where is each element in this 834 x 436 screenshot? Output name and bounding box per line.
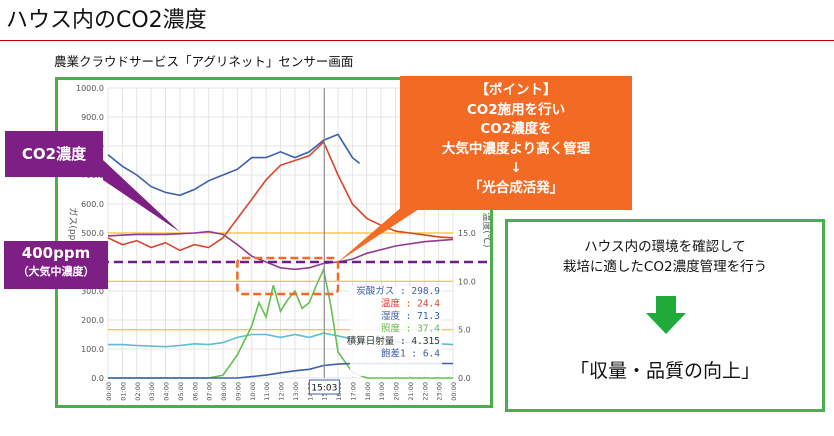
readout-entry: 飽差1 : 6.4	[381, 348, 440, 360]
left-tick-label: 200.0	[81, 316, 104, 325]
x-tick-label: 01:00	[119, 382, 127, 401]
point-line: 大気中濃度より高く管理	[441, 140, 591, 157]
series-line	[108, 266, 453, 379]
info-box: ハウス内の環境を確認して 栽培に適したCO2濃度管理を行う 「収量・品質の向上」	[505, 219, 825, 412]
point-line: 「光合成活発」	[468, 179, 564, 196]
x-tick-label: 09:00	[234, 382, 242, 401]
x-tick-label: 10:00	[249, 382, 257, 401]
x-tick-label: 22:00	[421, 382, 429, 401]
left-axis-label: ガス(ppm)	[67, 207, 78, 252]
right-tick-label: 15.0	[458, 229, 476, 238]
readout-entry: 炭酸ガス : 298.9	[356, 285, 440, 297]
right-axis-label: 温度(℃)	[481, 212, 490, 247]
highlight-box	[236, 256, 340, 296]
x-tick-label: 03:00	[148, 382, 156, 401]
left-tick-label: 1000.0	[76, 84, 104, 93]
x-tick-label: 08:00	[220, 382, 228, 401]
left-tick-label: 100.0	[81, 345, 104, 354]
point-line: CO2濃度を	[480, 121, 552, 138]
readout-entry: 照度 : 37.4	[381, 323, 440, 335]
x-tick-label: 06:00	[191, 382, 199, 401]
ppm-note: （大気中濃度）	[17, 265, 95, 278]
left-tick-label: 900.0	[81, 113, 104, 122]
x-tick-label: 02:00	[134, 382, 142, 401]
cursor-time-box	[308, 379, 340, 395]
x-tick-label: 19:00	[378, 382, 386, 401]
x-tick-label: 05:00	[177, 382, 185, 401]
x-tick-label: 21:00	[407, 382, 415, 401]
down-arrow-icon	[646, 296, 686, 334]
page-subtitle: 農業クラウドサービス「アグリネット」センサー画面	[54, 54, 354, 69]
page-title: ハウス内のCO2濃度	[6, 8, 207, 33]
point-callout: 【ポイント】 CO2施用を行い CO2濃度を 大気中濃度より高く管理 ↓ 「光合…	[400, 76, 632, 210]
result-text: 「収量・品質の向上」	[569, 360, 760, 382]
left-tick-label: 0.0	[91, 374, 104, 383]
ppm-value: 400ppm	[21, 244, 91, 262]
atmospheric-ppm-callout: 400ppm （大気中濃度）	[4, 241, 108, 289]
readout-entry: 湿度 : 71.3	[381, 310, 440, 322]
point-line: CO2施用を行い	[466, 101, 566, 118]
readout-entry: 積算日射量 : 4.315	[347, 335, 440, 347]
left-tick-label: 300.0	[81, 287, 104, 296]
x-tick-label: 11:00	[263, 382, 271, 401]
left-tick-label: 600.0	[81, 200, 104, 209]
co2-concentration-label: CO2濃度	[5, 131, 103, 177]
x-tick-label: 23:00	[436, 382, 444, 401]
cursor-time-label: 15:03	[311, 384, 337, 394]
x-tick-label: 12:00	[278, 382, 286, 401]
x-tick-label: 07:00	[206, 382, 214, 401]
sensor-chart: 0.0100.0200.0300.0400.0500.0600.0700.080…	[58, 84, 490, 401]
x-tick-label: 13:00	[292, 382, 300, 401]
readout-entry: 温度 : 24.4	[381, 298, 440, 310]
point-line: 【ポイント】	[475, 82, 557, 98]
title-divider	[0, 40, 834, 41]
info-line-1: ハウス内の環境を確認して	[584, 239, 746, 255]
left-tick-label: 500.0	[81, 229, 104, 238]
readout-background	[350, 286, 442, 376]
point-line: ↓	[510, 160, 522, 177]
right-tick-label: 10.0	[458, 277, 476, 286]
x-tick-label: 18:00	[364, 382, 372, 401]
right-tick-label: 0.0	[458, 374, 471, 383]
x-tick-label: 17:00	[349, 382, 357, 401]
x-tick-label: 20:00	[393, 382, 401, 401]
x-tick-label: 00:00	[450, 382, 458, 401]
right-tick-label: 5.0	[458, 326, 471, 335]
series-line	[108, 362, 453, 379]
info-line-2: 栽培に適したCO2濃度管理を行う	[562, 259, 768, 275]
x-tick-label: 00:00	[105, 382, 113, 401]
x-tick-label: 04:00	[163, 382, 171, 401]
